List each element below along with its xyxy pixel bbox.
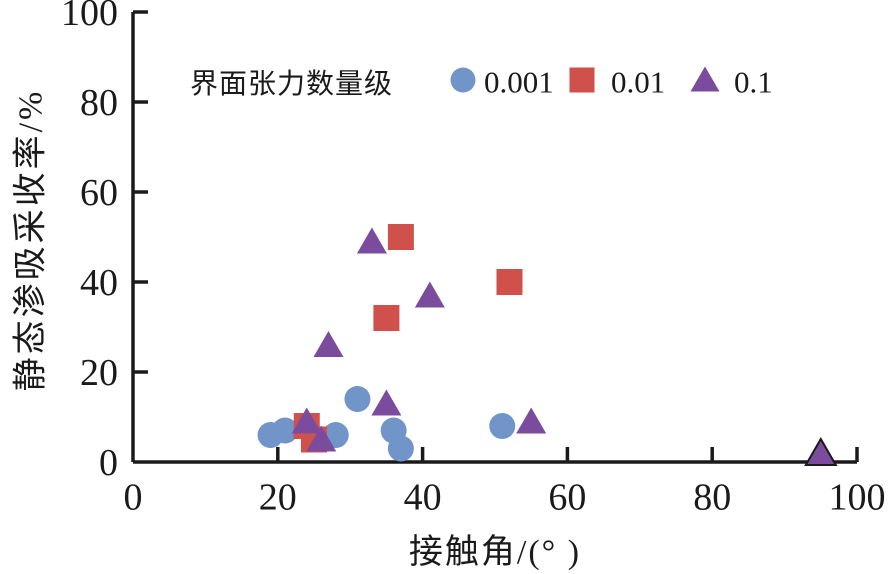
data-point-triangle bbox=[291, 407, 322, 434]
x-tick-label: 80 bbox=[693, 476, 731, 518]
data-point-triangle bbox=[414, 281, 445, 308]
y-axis-title: 静态渗吸采收率/% bbox=[12, 88, 50, 392]
x-axis-title: 接触角/(° ) bbox=[408, 534, 582, 571]
y-tick-label: 80 bbox=[80, 82, 118, 124]
data-point-circle bbox=[272, 417, 299, 444]
x-tick-label: 0 bbox=[124, 476, 143, 518]
data-point-triangle bbox=[306, 425, 337, 452]
data-point-triangle bbox=[371, 389, 402, 416]
y-tick-label: 20 bbox=[80, 352, 118, 394]
y-tick-label: 0 bbox=[99, 442, 118, 484]
x-tick-label: 100 bbox=[829, 476, 886, 518]
legend-swatch-triangle bbox=[690, 66, 720, 92]
data-point-triangle bbox=[516, 407, 547, 434]
y-tick-label: 60 bbox=[80, 172, 118, 214]
y-tick-label: 100 bbox=[61, 0, 118, 34]
y-tick-label: 40 bbox=[80, 262, 118, 304]
data-point-circle bbox=[387, 435, 414, 462]
legend-title: 界面张力数量级 bbox=[190, 69, 394, 100]
data-point-triangle bbox=[356, 227, 387, 254]
x-tick-label: 40 bbox=[404, 476, 442, 518]
legend-swatch-square bbox=[569, 67, 595, 93]
legend-swatch-circle bbox=[450, 67, 476, 93]
data-point-triangle bbox=[313, 331, 344, 357]
legend-item-label: 0.001 bbox=[484, 65, 554, 100]
data-point-circle bbox=[489, 413, 516, 439]
x-tick-label: 60 bbox=[548, 476, 586, 518]
legend-item-label: 0.01 bbox=[611, 65, 665, 100]
x-tick-label: 20 bbox=[259, 476, 297, 518]
data-point-square bbox=[373, 305, 400, 331]
data-point-square bbox=[387, 224, 414, 250]
data-point-square bbox=[496, 269, 523, 295]
data-point-triangle bbox=[804, 436, 838, 466]
data-point-circle bbox=[344, 386, 371, 412]
legend-item-label: 0.1 bbox=[734, 65, 773, 100]
